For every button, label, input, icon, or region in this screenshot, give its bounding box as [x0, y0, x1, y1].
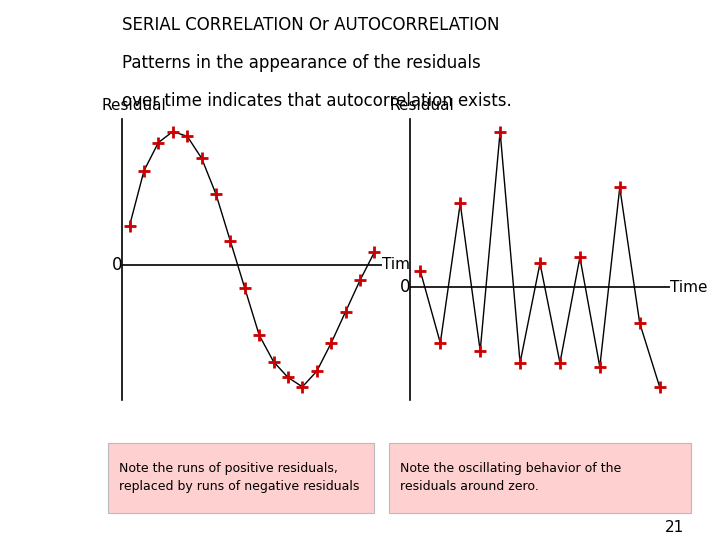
- Text: Time: Time: [382, 257, 419, 272]
- Text: Note the oscillating behavior of the
residuals around zero.: Note the oscillating behavior of the res…: [400, 462, 621, 494]
- Text: Time: Time: [670, 280, 707, 295]
- Text: Residual: Residual: [102, 98, 166, 113]
- Text: Note the runs of positive residuals,
replaced by runs of negative residuals: Note the runs of positive residuals, rep…: [119, 462, 359, 494]
- Text: 0: 0: [400, 278, 410, 296]
- Text: 0: 0: [112, 255, 122, 274]
- Text: over time indicates that autocorrelation exists.: over time indicates that autocorrelation…: [122, 92, 512, 110]
- Text: Patterns in the appearance of the residuals: Patterns in the appearance of the residu…: [122, 54, 481, 72]
- Text: 21: 21: [665, 519, 684, 535]
- Text: SERIAL CORRELATION Or AUTOCORRELATION: SERIAL CORRELATION Or AUTOCORRELATION: [122, 16, 500, 34]
- Text: Residual: Residual: [390, 98, 454, 113]
